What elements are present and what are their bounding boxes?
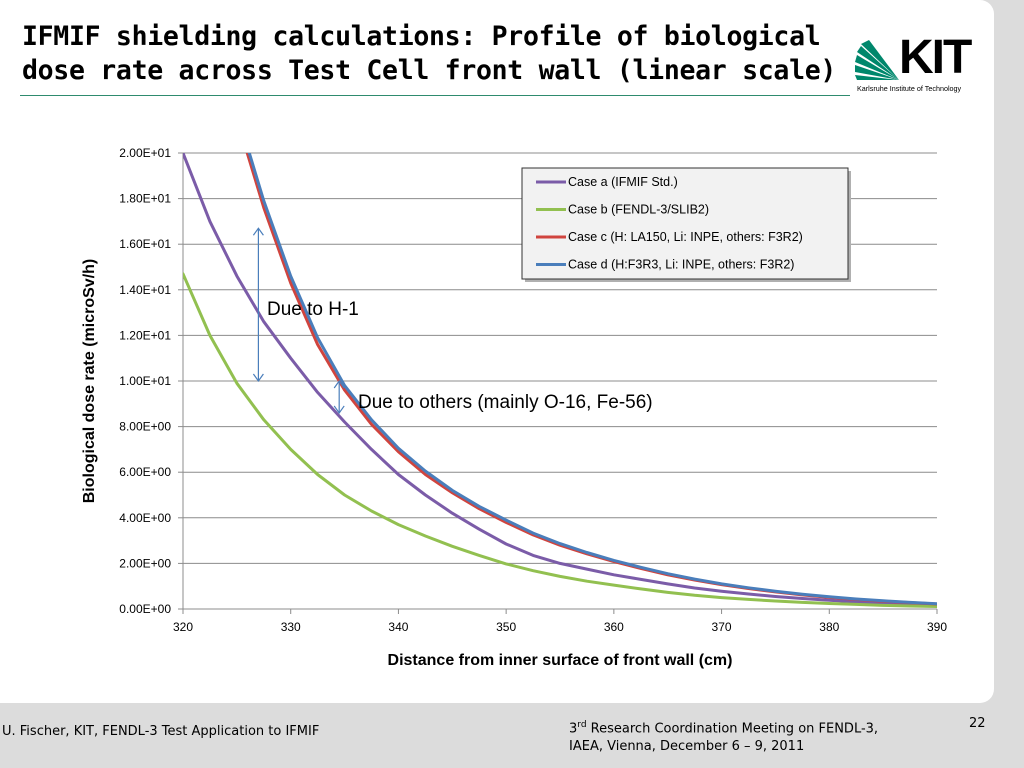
title-divider: [20, 95, 850, 96]
x-tick-label: 360: [604, 620, 624, 634]
footer-meeting: 3rd Research Coordination Meeting on FEN…: [569, 716, 878, 756]
legend-label-c: Case c (H: LA150, Li: INPE, others: F3R2…: [568, 230, 803, 244]
page-number: 22: [969, 716, 986, 731]
legend-label-d: Case d (H:F3R3, Li: INPE, others: F3R2): [568, 258, 794, 272]
kit-logo-word: KIT: [899, 31, 972, 84]
chart-annotations: Due to H-1 Due to others (mainly O-16, Fe…: [252, 227, 653, 414]
chart-legend: Case a (IFMIF Std.) Case b (FENDL-3/SLIB2…: [521, 167, 851, 282]
y-tick-label: 1.00E+01: [119, 374, 171, 388]
y-tick-label: 0.00E+00: [119, 602, 171, 616]
legend-box: [521, 167, 849, 280]
x-tick-label: 350: [496, 620, 516, 634]
footer-meeting-line1: Research Coordination Meeting on FENDL-3…: [586, 721, 879, 737]
footer-meeting-ordinal-suffix: rd: [577, 720, 587, 730]
y-tick-label: 6.00E+00: [119, 465, 171, 479]
y-tick-label: 2.00E+00: [119, 556, 171, 570]
annotation-arrowhead-bottom-1: [252, 373, 264, 383]
annotation-label-2: Due to others (mainly O-16, Fe-56): [358, 392, 653, 413]
y-tick-label: 2.00E+01: [119, 146, 171, 160]
y-tick-label: 8.00E+00: [119, 420, 171, 434]
chart-series-lines: [183, 153, 937, 608]
footer-meeting-line2: IAEA, Vienna, December 6 – 9, 2011: [569, 739, 805, 755]
slide-canvas: [0, 0, 994, 703]
x-axis-ticks: 320 330 340 350 360 370 380 390: [173, 609, 947, 634]
x-tick-label: 330: [281, 620, 301, 634]
x-tick-label: 390: [927, 620, 947, 634]
dose-rate-chart: 0.00E+00 2.00E+00 4.00E+00 6.00E+00 8.00E+00…: [81, 146, 947, 669]
footer-meeting-ordinal-number: 3: [569, 721, 578, 737]
slide-title: IFMIF shielding calculations: Profile of…: [22, 21, 837, 86]
y-axis-ticks: 0.00E+00 2.00E+00 4.00E+00 6.00E+00 8.00E+00…: [119, 146, 183, 616]
y-tick-label: 1.40E+01: [119, 283, 171, 297]
x-tick-label: 340: [388, 620, 408, 634]
y-tick-label: 4.00E+00: [119, 511, 171, 525]
series-line-a: [183, 153, 937, 607]
annotation-arrowhead-top-1: [252, 227, 264, 236]
x-tick-label: 320: [173, 620, 193, 634]
annotation-arrowhead-top-2: [333, 379, 345, 389]
y-tick-label: 1.60E+01: [119, 237, 171, 251]
x-tick-label: 370: [712, 620, 732, 634]
series-line-b: [183, 272, 937, 608]
footer-author: U. Fischer, KIT, FENDL-3 Test Applicatio…: [2, 724, 320, 739]
legend-label-b: Case b (FENDL-3/SLIB2): [568, 203, 709, 217]
kit-fan-icon: [855, 40, 899, 80]
annotation-label-1: Due to H-1: [267, 299, 359, 320]
annotation-arrowhead-bottom-2: [333, 405, 345, 414]
series-line-d: [247, 153, 937, 606]
x-axis-label: Distance from inner surface of front wal…: [388, 652, 733, 669]
kit-logo-subtitle: Karlsruhe Institute of Technology: [857, 84, 962, 93]
kit-logo: KIT Karlsruhe Institute of Technology: [855, 31, 985, 96]
legend-label-a: Case a (IFMIF Std.): [568, 175, 678, 189]
y-tick-label: 1.80E+01: [119, 192, 171, 206]
y-tick-label: 1.20E+01: [119, 328, 171, 342]
x-tick-label: 380: [819, 620, 839, 634]
y-axis-label: Biological dose rate (microSv/h): [81, 259, 98, 504]
